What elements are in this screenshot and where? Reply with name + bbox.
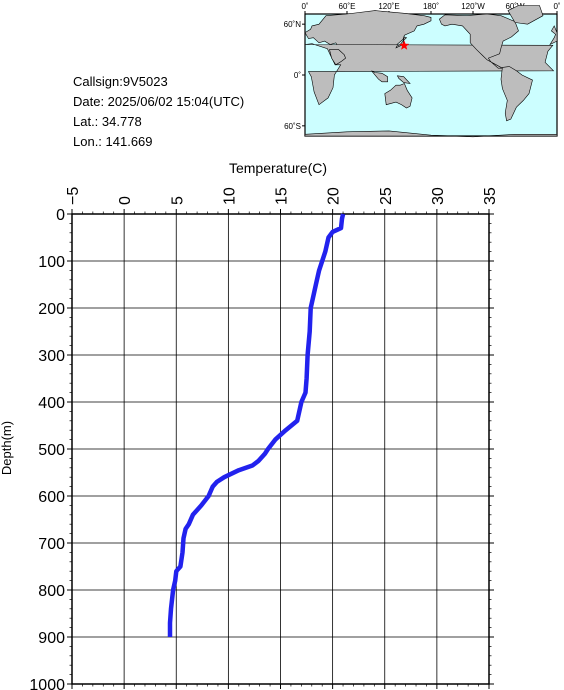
x-tick-label: 5 [169, 196, 186, 205]
map-lon-label: 120˚W [461, 2, 485, 11]
map-landmasses [304, 5, 558, 138]
africa-land [304, 43, 555, 106]
x-tick-label: 15 [274, 187, 291, 205]
plot-frame [71, 213, 490, 685]
map-lon-label: 0˚ [553, 2, 560, 11]
map-lon-label: 0˚ [301, 2, 308, 11]
y-tick-labels: 0 100 200 300 400 500 600 700 800 900 1000 [29, 207, 65, 690]
star-icon [399, 40, 410, 50]
date-text: Date: 2025/06/02 15:04(UTC) [73, 94, 245, 109]
station-info: Callsign:9V5023 Date: 2025/06/02 15:04(U… [73, 72, 244, 152]
map-lon-label: 60˚W [505, 2, 525, 11]
y-tick-label: 700 [38, 536, 65, 553]
map-lat-label: 60˚S [284, 122, 301, 131]
y-tick-label: 900 [38, 630, 65, 647]
longitude-text: Lon.: 141.669 [73, 134, 153, 149]
x-tick-label: 30 [430, 187, 447, 205]
y-tick-label: 1000 [29, 677, 65, 690]
map-lon-label: 120˚E [378, 2, 399, 11]
map-lat-label: 0˚ [294, 71, 301, 80]
position-marker [399, 40, 410, 50]
y-tick-label: 0 [56, 207, 65, 224]
x-tick-labels: −5 0 5 10 15 20 25 30 35 [65, 187, 499, 205]
x-tick-label: 25 [378, 187, 395, 205]
latitude-text: Lat.: 34.778 [73, 114, 142, 129]
australia-land [384, 83, 413, 109]
x-tick-label: 0 [117, 196, 134, 205]
series-layer [167, 213, 346, 638]
antarctica-land [304, 130, 558, 138]
y-tick-label: 300 [38, 348, 65, 365]
y-tick-label: 400 [38, 395, 65, 412]
x-axis-label: Temperature(C) [229, 160, 327, 176]
indonesia-land [371, 70, 388, 83]
world-map: 0˚ 60˚E 120˚E 180˚ 120˚W 60˚W 0˚ 60˚N 0˚ 60˚S [284, 2, 561, 138]
y-tick-label: 200 [38, 301, 65, 318]
callsign-text: Callsign:9V5023 [73, 74, 168, 89]
y-tick-label: 500 [38, 442, 65, 459]
north-america-land [439, 13, 519, 69]
europe-west-land [549, 25, 558, 46]
y-tick-label: 800 [38, 583, 65, 600]
map-lat-label: 60˚N [284, 20, 302, 29]
new-guinea-land [396, 75, 411, 84]
x-tick-label: 35 [482, 187, 499, 205]
greenland-land [507, 5, 544, 25]
map-lon-label: 60˚E [339, 2, 356, 11]
arabia-land [329, 49, 346, 66]
y-tick-label: 100 [38, 254, 65, 271]
y-axis-label: Depth(m) [0, 421, 14, 475]
x-tick-label: −5 [65, 187, 82, 205]
x-tick-label: 10 [221, 187, 238, 205]
temperature-profile-line [167, 213, 346, 637]
y-tick-label: 600 [38, 489, 65, 506]
south-america-land [500, 66, 533, 122]
map-lon-label: 180˚ [423, 2, 439, 11]
x-tick-label: 20 [326, 187, 343, 205]
chart-grid [67, 209, 494, 689]
